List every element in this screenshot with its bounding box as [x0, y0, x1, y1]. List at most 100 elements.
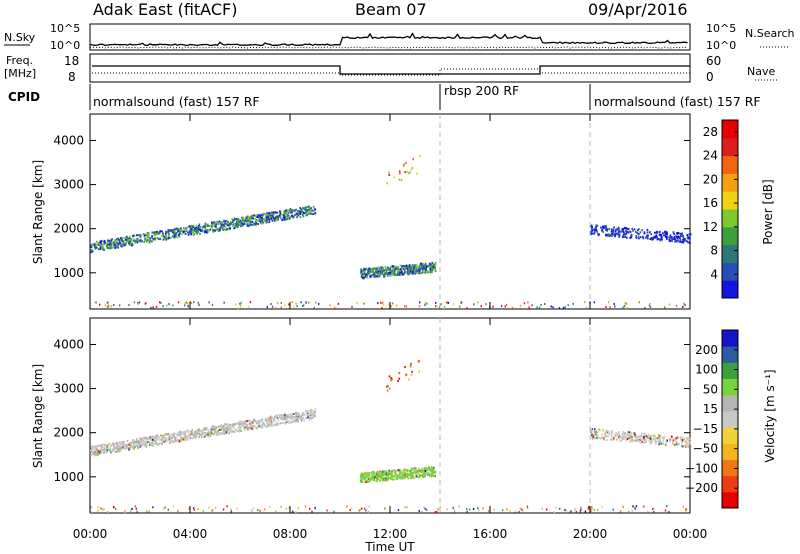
data-point — [227, 222, 229, 225]
data-point — [424, 472, 426, 474]
data-point — [312, 205, 315, 208]
data-point — [153, 436, 156, 439]
data-point — [659, 233, 661, 236]
data-point — [650, 441, 652, 443]
data-point — [312, 414, 314, 417]
data-point — [652, 237, 654, 240]
data-point — [425, 262, 427, 265]
data-point — [389, 472, 391, 474]
data-point — [241, 422, 244, 425]
data-point — [605, 430, 607, 433]
data-point — [505, 303, 508, 306]
data-point — [685, 444, 688, 447]
data-point — [196, 228, 198, 231]
data-point — [402, 273, 405, 276]
data-point — [228, 431, 230, 434]
data-point — [362, 474, 365, 477]
data-point — [358, 509, 360, 512]
data-point — [382, 267, 384, 270]
data-point — [411, 167, 414, 169]
data-point — [308, 212, 310, 215]
data-point — [261, 424, 263, 427]
data-point — [103, 241, 106, 244]
data-point — [364, 477, 366, 480]
data-point — [686, 234, 689, 236]
data-point — [193, 301, 195, 304]
data-point — [607, 430, 610, 433]
data-point — [126, 445, 128, 448]
data-point — [643, 434, 646, 436]
data-point — [252, 217, 254, 220]
data-point — [598, 428, 600, 431]
data-point — [171, 433, 173, 436]
data-point — [101, 508, 104, 511]
data-point — [283, 216, 286, 219]
data-point — [432, 466, 435, 469]
data-point — [605, 228, 607, 231]
data-point — [90, 448, 93, 451]
freq-left-top-tick: 18 — [64, 54, 79, 68]
data-point — [206, 229, 209, 232]
data-point — [591, 232, 594, 235]
data-point — [213, 425, 215, 428]
data-point — [117, 243, 120, 246]
data-point — [249, 223, 251, 226]
data-point — [677, 436, 679, 439]
data-point — [173, 437, 176, 440]
data-point — [296, 213, 299, 216]
data-point — [403, 305, 406, 308]
data-point — [232, 220, 234, 223]
data-point — [446, 301, 448, 304]
data-point — [192, 231, 194, 234]
power-plot-area — [89, 113, 691, 310]
data-point — [179, 430, 182, 433]
data-point — [242, 216, 245, 219]
data-point — [195, 432, 197, 435]
data-point — [683, 302, 685, 305]
data-point — [133, 239, 136, 242]
data-point — [295, 412, 298, 415]
data-point — [680, 441, 683, 444]
data-point — [431, 267, 434, 270]
velocity-x-ticks — [89, 318, 691, 513]
data-point — [404, 506, 406, 509]
data-point — [279, 417, 282, 420]
data-point — [241, 219, 244, 222]
data-point — [115, 450, 118, 453]
data-point — [367, 471, 369, 474]
data-point — [412, 264, 414, 267]
data-point — [385, 272, 387, 275]
data-point — [608, 432, 610, 435]
colorbar-frame — [721, 119, 739, 299]
data-point — [616, 227, 619, 230]
data-point — [596, 230, 598, 233]
data-point — [194, 431, 196, 433]
data-point — [223, 432, 226, 435]
data-point — [309, 507, 311, 510]
data-point — [249, 215, 252, 218]
data-point — [593, 229, 596, 232]
data-point — [680, 241, 682, 243]
data-point — [164, 506, 166, 509]
data-point — [406, 472, 409, 475]
data-point — [410, 267, 412, 270]
data-point — [401, 272, 403, 275]
data-point — [369, 478, 371, 481]
data-point — [389, 273, 391, 275]
data-point — [142, 233, 145, 235]
data-point — [399, 268, 402, 271]
data-point — [227, 427, 230, 430]
data-point — [688, 241, 691, 244]
data-point — [188, 436, 191, 439]
data-point — [651, 434, 654, 437]
data-point — [668, 237, 671, 240]
data-point — [275, 423, 277, 426]
data-point — [205, 427, 208, 430]
data-point — [406, 267, 409, 270]
data-point — [187, 431, 190, 434]
data-point — [260, 418, 263, 421]
data-point — [403, 468, 406, 471]
data-point — [430, 466, 433, 468]
data-point — [362, 477, 365, 480]
